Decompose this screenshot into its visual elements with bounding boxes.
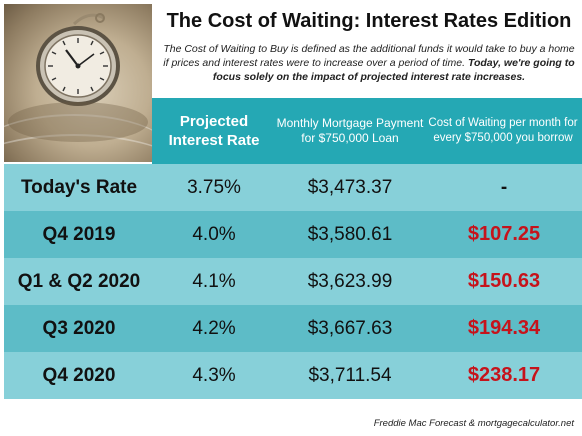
pocket-watch-photo — [4, 4, 152, 162]
header-payment: Monthly Mortgage Payment for $750,000 Lo… — [276, 116, 424, 145]
header-cost: Cost of Waiting per month for every $750… — [428, 117, 578, 144]
rate-cell: 4.2% — [192, 317, 236, 339]
cost-cell: $238.17 — [467, 364, 541, 386]
cost-cell: $107.25 — [467, 223, 541, 245]
rate-cell: 3.75% — [187, 176, 241, 198]
payment-cell: $3,711.54 — [308, 364, 392, 386]
payment-cell: $3,623.99 — [307, 270, 393, 292]
source-footnote: Freddie Mac Forecast & mortgagecalculato… — [373, 418, 574, 429]
pocket-watch-icon — [8, 13, 148, 142]
rate-cell: 4.3% — [192, 364, 236, 386]
period-cell: Q4 2020 — [42, 364, 116, 386]
period-cell: Q4 2019 — [42, 223, 116, 245]
header-rate: Projected Interest Rate — [168, 113, 260, 149]
table-row: Today's Rate 3.75% $3,473.37 - — [4, 164, 582, 211]
table-row: Q4 2020 4.3% $3,711.54 $238.17 — [4, 352, 582, 399]
intro-emphasis: Today, we're going to focus solely on th… — [212, 57, 575, 83]
period-cell: Today's Rate — [20, 176, 138, 198]
table-header: Projected Interest Rate Monthly Mortgage… — [152, 98, 582, 164]
table-row: Q3 2020 4.2% $3,667.63 $194.34 — [4, 305, 582, 352]
cost-cell: $194.34 — [467, 317, 541, 339]
intro-plain: The Cost of Waiting to Buy is defined as… — [163, 43, 575, 69]
intro-text: The Cost of Waiting to Buy is defined as… — [160, 42, 578, 84]
rate-cell: 4.0% — [192, 223, 236, 245]
table-row: Q1 & Q2 2020 4.1% $3,623.99 $150.63 — [4, 258, 582, 305]
payment-cell: $3,473.37 — [307, 176, 393, 198]
period-cell: Q1 & Q2 2020 — [17, 270, 141, 292]
period-cell: Q3 2020 — [42, 317, 116, 339]
payment-cell: $3,580.61 — [307, 223, 393, 245]
table-row: Q4 2019 4.0% $3,580.61 $107.25 — [4, 211, 582, 258]
rate-cell: 4.1% — [192, 270, 236, 292]
cost-cell: $150.63 — [467, 270, 541, 292]
page-title: The Cost of Waiting: Interest Rates Edit… — [166, 10, 572, 32]
payment-cell: $3,667.63 — [307, 317, 393, 339]
cost-cell: - — [500, 176, 508, 198]
